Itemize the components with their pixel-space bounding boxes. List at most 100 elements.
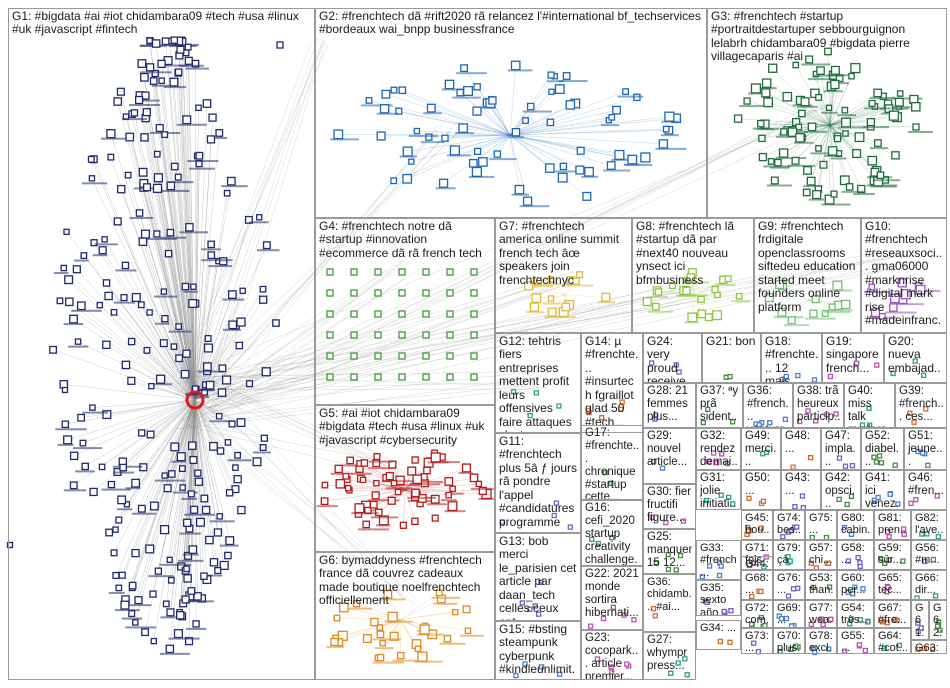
- graph-edge: [132, 399, 196, 588]
- graph-edge: [158, 177, 196, 401]
- graph-edge: [509, 128, 667, 136]
- graph-edge: [402, 90, 511, 136]
- graph-node: [350, 310, 358, 318]
- group-panel-g53: G53: than...: [805, 570, 837, 600]
- graph-node: [867, 155, 878, 166]
- group-label-g59: G59: sûr...: [878, 542, 902, 567]
- graph-node: [207, 240, 215, 249]
- graph-node: [712, 310, 723, 321]
- graph-edge: [383, 489, 406, 521]
- graph-node: [176, 452, 186, 462]
- graph-node: [407, 466, 417, 476]
- node-caption: [470, 487, 494, 490]
- group-panel-g39: G39: #french... ces...: [895, 383, 947, 428]
- node-caption: [810, 152, 830, 155]
- graph-node: [154, 567, 163, 575]
- node-caption: [112, 465, 143, 468]
- graph-edge: [393, 89, 511, 136]
- group-panel-g73: G73: ...: [741, 628, 773, 654]
- node-caption: [655, 147, 687, 150]
- graph-edge: [108, 399, 196, 533]
- node-caption: [420, 141, 445, 144]
- graph-edge: [81, 305, 196, 401]
- graph-edge: [509, 134, 664, 145]
- graph-node: [897, 278, 907, 288]
- graph-node: [137, 504, 146, 513]
- node-caption: [122, 118, 148, 121]
- node-caption: [222, 328, 241, 331]
- graph-node: [930, 556, 937, 563]
- node-caption: [862, 126, 890, 129]
- group-label-g32: G32: rendez demai...: [700, 430, 738, 469]
- graph-node: [228, 290, 237, 299]
- graph-edge: [210, 109, 813, 396]
- group-panel-g42: G42: opsci...: [821, 470, 861, 510]
- graph-edge: [366, 489, 406, 525]
- graph-node: [807, 454, 814, 461]
- graph-node: [819, 616, 825, 622]
- group-panel-g11: G11: #frenchtech plus 5â ƒ jours rã pond…: [495, 433, 581, 533]
- graph-node: [792, 504, 798, 510]
- node-caption: [125, 626, 157, 629]
- graph-node: [892, 462, 898, 468]
- node-caption: [358, 528, 390, 531]
- graph-node: [648, 360, 655, 366]
- graph-node: [88, 175, 96, 182]
- node-caption: [222, 298, 245, 301]
- graph-node: [204, 335, 212, 343]
- node-caption: [872, 179, 901, 182]
- graph-edge: [124, 399, 196, 606]
- graph-node: [918, 625, 924, 631]
- node-caption: [581, 175, 599, 178]
- graph-node: [6, 541, 14, 549]
- graph-edge: [169, 40, 196, 401]
- graph-node: [226, 176, 236, 186]
- graph-node: [934, 623, 941, 629]
- graph-node: [422, 331, 430, 339]
- graph-node: [446, 310, 454, 318]
- graph-edge: [113, 312, 196, 401]
- graph-edge: [385, 93, 511, 136]
- graph-node: [259, 285, 267, 293]
- graph-edge: [194, 244, 212, 401]
- node-caption: [384, 620, 413, 623]
- graph-node: [470, 331, 478, 339]
- graph-node: [768, 63, 778, 73]
- graph-node: [134, 596, 143, 605]
- graph-node: [422, 373, 430, 381]
- graph-node: [102, 410, 112, 420]
- graph-node: [350, 352, 358, 360]
- graph-edge: [180, 262, 402, 423]
- node-caption: [797, 105, 818, 108]
- graph-node: [900, 289, 911, 300]
- graph-edge: [149, 312, 196, 401]
- graph-node: [76, 301, 86, 311]
- graph-edge: [194, 399, 201, 523]
- graph-node: [225, 536, 235, 546]
- graph-node: [809, 309, 818, 318]
- graph-edge: [179, 45, 329, 380]
- graph-node: [653, 412, 659, 418]
- group-panel-g76: G76: ...: [773, 570, 805, 600]
- group-panel-g58: G58: ...: [837, 540, 874, 570]
- node-caption: [129, 216, 154, 219]
- graph-node: [807, 122, 817, 132]
- graph-node: [146, 309, 153, 316]
- group-label-g33: G33: #french... #start...: [700, 542, 737, 579]
- graph-edge: [191, 388, 539, 390]
- group-panel-g64: G64: #cot...: [874, 628, 911, 654]
- node-caption: [805, 317, 836, 320]
- graph-node: [166, 228, 175, 237]
- graph-edge: [367, 619, 401, 639]
- node-caption: [543, 283, 565, 286]
- graph-node: [138, 167, 148, 177]
- graph-node: [884, 529, 891, 535]
- group-panel-g31: G31: jolie initiati...: [696, 470, 741, 510]
- group-label-g21: G21: bon: [706, 334, 756, 348]
- graph-node: [575, 165, 585, 175]
- graph-edge: [765, 92, 831, 126]
- node-caption: [409, 483, 441, 486]
- graph-edge: [509, 118, 677, 136]
- graph-edge: [178, 40, 196, 401]
- graph-node: [205, 535, 214, 545]
